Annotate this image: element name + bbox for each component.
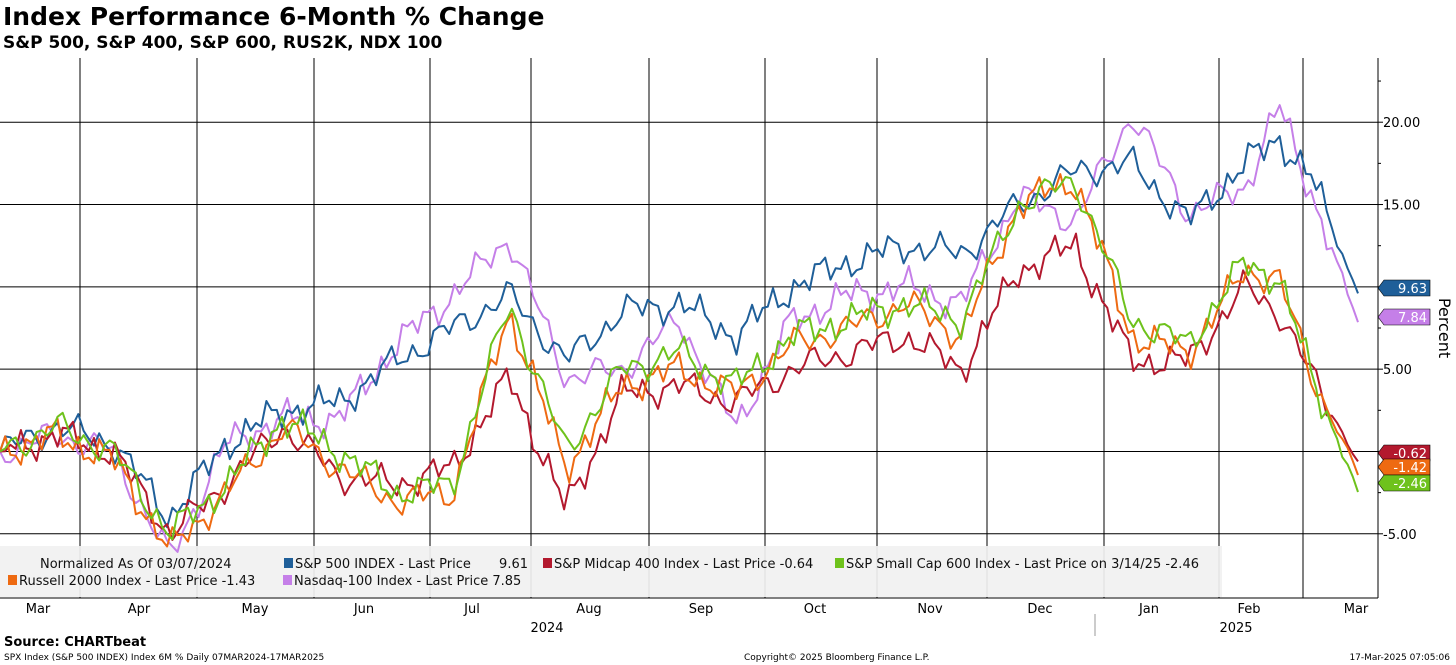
y-tick-label: 5.00 xyxy=(1383,363,1412,378)
last-value-tag-2: -2.46 xyxy=(1377,474,1431,492)
x-tick-label: Feb xyxy=(1237,602,1260,617)
legend-entry-0: S&P 500 INDEX - Last Price 9.61 xyxy=(284,557,528,572)
legend-label: Nasdaq-100 Index - Last Price 7.85 xyxy=(294,574,521,589)
last-value-tag-0: 9.63 xyxy=(1377,279,1431,297)
last-value-tag-text: -1.42 xyxy=(1393,461,1427,476)
x-tick-label: Dec xyxy=(1027,602,1052,617)
x-tick-label: Sep xyxy=(689,602,714,617)
legend-label: S&P Midcap 400 Index - Last Price -0.64 xyxy=(554,557,813,572)
last-value-tag-bg xyxy=(1377,458,1431,476)
x-tick-label: Oct xyxy=(804,602,826,617)
x-tick-label: Jul xyxy=(463,602,480,617)
legend-swatch xyxy=(284,558,293,568)
series-line-3 xyxy=(0,173,1359,548)
legend-entry-1: S&P Midcap 400 Index - Last Price -0.64 xyxy=(543,557,813,572)
x-tick-label: Jun xyxy=(353,602,374,617)
legend-entry-3: Russell 2000 Index - Last Price -1.43 xyxy=(8,574,255,589)
x-tick-label: Jan xyxy=(1138,602,1159,617)
legend-swatch xyxy=(283,575,292,585)
last-value-tag-text: -0.62 xyxy=(1393,447,1427,462)
legend-swatch xyxy=(8,575,17,585)
footer-timestamp: 17-Mar-2025 07:05:06 xyxy=(1349,653,1450,663)
legend-swatch xyxy=(543,558,552,568)
last-value-tag-1: -0.62 xyxy=(1377,444,1431,462)
x-year-label: 2025 xyxy=(1219,621,1252,636)
last-value-tag-text: 7.84 xyxy=(1398,311,1427,326)
legend-entry-2: S&P Small Cap 600 Index - Last Price on … xyxy=(835,557,1199,572)
x-tick-label: Apr xyxy=(128,602,151,617)
last-value-tag-bg xyxy=(1377,279,1431,297)
chart-subtitle: S&P 500, S&P 400, S&P 600, RUS2K, NDX 10… xyxy=(3,33,443,53)
x-year-label: 2024 xyxy=(530,621,563,636)
legend-label: Russell 2000 Index - Last Price -1.43 xyxy=(19,574,255,589)
chart-title: Index Performance 6-Month % Change xyxy=(3,2,545,31)
y-tick-label: -5.00 xyxy=(1383,528,1417,543)
legend-swatch xyxy=(835,558,844,568)
legend-entry-4: Nasdaq-100 Index - Last Price 7.85 xyxy=(283,574,521,589)
series-line-1 xyxy=(0,232,1359,541)
legend-label: S&P 500 INDEX - Last Price xyxy=(295,557,471,572)
y-tick-label: 15.00 xyxy=(1383,199,1420,214)
footer-copyright: Copyright© 2025 Bloomberg Finance L.P. xyxy=(744,653,930,663)
x-tick-label: Mar xyxy=(26,602,51,617)
x-tick-label: Mar xyxy=(1344,602,1369,617)
x-tick-label: Aug xyxy=(576,602,601,617)
legend-box xyxy=(0,546,1222,597)
last-value-tag-4: 7.84 xyxy=(1377,308,1431,326)
x-tick-label: Nov xyxy=(917,602,943,617)
last-value-tag-bg xyxy=(1377,308,1431,326)
legend-normalized-note: Normalized As Of 03/07/2024 xyxy=(40,557,232,572)
series-line-2 xyxy=(0,176,1359,541)
last-value-tag-bg xyxy=(1377,474,1431,492)
footer-ticker-info: SPX Index (S&P 500 INDEX) Index 6M % Dai… xyxy=(4,653,325,663)
last-value-tag-text: -2.46 xyxy=(1393,477,1427,492)
last-value-tag-bg xyxy=(1377,444,1431,462)
y-tick-label: 20.00 xyxy=(1383,116,1420,131)
legend-label: S&P Small Cap 600 Index - Last Price on … xyxy=(846,557,1199,572)
y-axis-label: Percent xyxy=(1435,298,1454,358)
last-value-tag-text: 9.63 xyxy=(1398,282,1427,297)
x-tick-label: May xyxy=(242,602,269,617)
last-value-tag-3: -1.42 xyxy=(1377,458,1431,476)
source-note: Source: CHARTbeat xyxy=(4,635,147,650)
legend-value: 9.61 xyxy=(499,557,528,572)
series-line-0 xyxy=(0,135,1359,529)
